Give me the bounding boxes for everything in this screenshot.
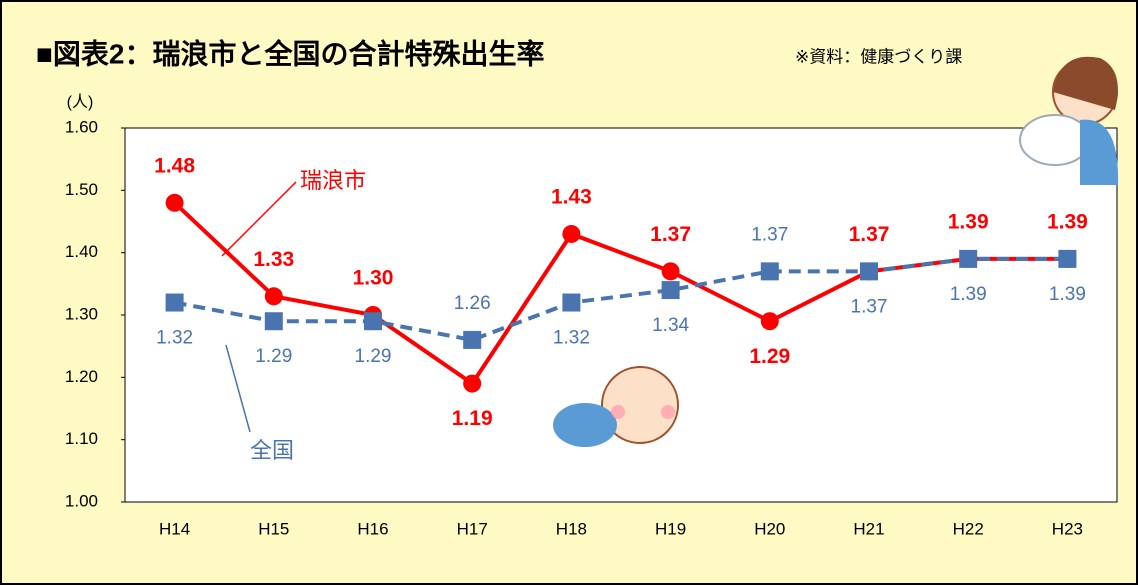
point-marker <box>562 293 581 312</box>
data-label: 1.39 <box>948 210 989 233</box>
point-marker <box>661 281 680 300</box>
y-tick-label: 1.10 <box>65 429 98 448</box>
data-label: 1.32 <box>553 328 590 349</box>
point-marker <box>165 193 184 212</box>
x-tick-label: H20 <box>754 519 785 538</box>
data-label: 1.37 <box>650 223 691 246</box>
y-tick-label: 1.40 <box>65 242 98 261</box>
point-marker <box>562 224 581 243</box>
baby-illustration <box>553 366 679 447</box>
data-label: 1.33 <box>253 248 294 271</box>
x-tick-label: H17 <box>457 519 488 538</box>
point-marker <box>661 262 680 281</box>
x-tick-label: H14 <box>159 519 190 538</box>
x-tick-label: H22 <box>953 519 984 538</box>
source-note: ※資料：健康づくり課 <box>795 47 962 66</box>
point-marker <box>264 287 283 306</box>
data-label: 1.29 <box>255 346 292 367</box>
mother-illustration <box>1019 56 1119 185</box>
legend-label: 全国 <box>250 438 294 463</box>
data-label: 1.29 <box>355 346 392 367</box>
y-tick-label: 1.50 <box>65 180 98 199</box>
y-unit: (人) <box>67 93 94 111</box>
data-label: 1.32 <box>156 328 193 349</box>
data-label: 1.39 <box>950 284 987 305</box>
data-label: 1.48 <box>154 154 195 177</box>
data-label: 1.37 <box>849 223 890 246</box>
data-label: 1.30 <box>353 267 394 290</box>
data-label: 1.29 <box>749 345 790 368</box>
data-label: 1.34 <box>652 315 689 336</box>
data-label: 1.43 <box>551 186 592 209</box>
x-tick-label: H16 <box>357 519 388 538</box>
x-tick-label: H18 <box>556 519 587 538</box>
chart-title: ■図表2：瑞浪市と全国の合計特殊出生率 <box>36 37 545 69</box>
legend-label: 瑞浪市 <box>300 168 366 193</box>
data-label: 1.19 <box>452 407 493 430</box>
point-marker <box>463 330 482 349</box>
data-label: 1.37 <box>751 224 788 245</box>
point-marker <box>760 312 779 331</box>
point-marker <box>1058 249 1077 268</box>
point-marker <box>165 293 184 312</box>
data-label: 1.37 <box>851 296 888 317</box>
y-tick-label: 1.30 <box>65 304 98 323</box>
data-label: 1.39 <box>1049 284 1086 305</box>
point-marker <box>264 312 283 331</box>
point-marker <box>463 374 482 393</box>
series-line <box>173 201 1068 387</box>
point-marker <box>364 312 382 331</box>
legend-leader <box>225 344 251 433</box>
data-label: 1.39 <box>1047 210 1088 233</box>
x-tick-label: H23 <box>1052 519 1083 538</box>
legend-leader <box>221 181 297 257</box>
y-tick-label: 1.20 <box>65 367 98 386</box>
point-marker <box>959 249 978 268</box>
y-tick-label: 1.00 <box>65 491 98 510</box>
x-tick-label: H21 <box>853 519 884 538</box>
x-tick-label: H15 <box>258 519 289 538</box>
plot-area <box>124 127 1118 503</box>
point-marker <box>760 262 779 281</box>
point-marker <box>860 262 878 281</box>
series-line <box>174 256 1068 343</box>
data-label: 1.26 <box>454 293 491 314</box>
y-tick-label: 1.60 <box>65 117 98 136</box>
x-tick-label: H19 <box>655 519 686 538</box>
